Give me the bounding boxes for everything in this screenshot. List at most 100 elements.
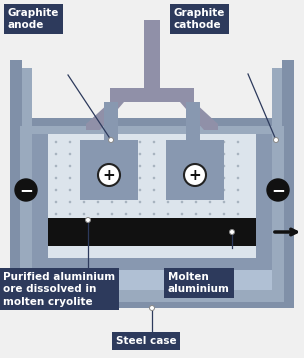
Circle shape: [139, 201, 141, 203]
Circle shape: [55, 141, 57, 143]
Circle shape: [83, 165, 85, 167]
Circle shape: [223, 201, 225, 203]
Text: Graphite
anode: Graphite anode: [8, 8, 59, 30]
Circle shape: [153, 177, 155, 179]
Text: −: −: [19, 181, 33, 199]
Circle shape: [55, 177, 57, 179]
Circle shape: [111, 141, 113, 143]
Text: +: +: [103, 168, 116, 183]
Text: +: +: [188, 168, 201, 183]
Circle shape: [167, 165, 169, 167]
Circle shape: [83, 189, 85, 191]
Bar: [10, 60, 22, 122]
Circle shape: [153, 201, 155, 203]
Circle shape: [83, 153, 85, 155]
Circle shape: [98, 164, 120, 186]
Bar: [32, 134, 48, 270]
Circle shape: [55, 153, 57, 155]
Bar: [20, 126, 284, 302]
Circle shape: [167, 189, 169, 191]
Bar: [32, 258, 272, 270]
Circle shape: [209, 213, 211, 215]
Circle shape: [223, 213, 225, 215]
Circle shape: [55, 189, 57, 191]
Circle shape: [69, 213, 71, 215]
Circle shape: [111, 153, 113, 155]
Bar: [48, 134, 256, 258]
Circle shape: [195, 153, 197, 155]
Circle shape: [223, 141, 225, 143]
Circle shape: [153, 189, 155, 191]
Circle shape: [69, 141, 71, 143]
Circle shape: [195, 141, 197, 143]
Circle shape: [223, 189, 225, 191]
Circle shape: [195, 201, 197, 203]
Circle shape: [223, 177, 225, 179]
Circle shape: [97, 177, 99, 179]
Circle shape: [15, 179, 37, 201]
Circle shape: [209, 165, 211, 167]
Circle shape: [181, 189, 183, 191]
Circle shape: [125, 165, 127, 167]
Circle shape: [181, 213, 183, 215]
Circle shape: [83, 201, 85, 203]
Bar: [80, 140, 138, 200]
Bar: [256, 134, 272, 270]
Circle shape: [237, 201, 239, 203]
Circle shape: [55, 201, 57, 203]
Circle shape: [139, 189, 141, 191]
Circle shape: [167, 141, 169, 143]
Circle shape: [69, 201, 71, 203]
Circle shape: [223, 153, 225, 155]
Circle shape: [274, 137, 278, 142]
Circle shape: [209, 189, 211, 191]
Bar: [48, 218, 256, 246]
Text: −: −: [271, 181, 285, 199]
Circle shape: [237, 153, 239, 155]
Circle shape: [97, 201, 99, 203]
Circle shape: [167, 213, 169, 215]
Circle shape: [153, 165, 155, 167]
Circle shape: [139, 213, 141, 215]
Circle shape: [125, 153, 127, 155]
Circle shape: [125, 213, 127, 215]
Circle shape: [109, 137, 113, 142]
Circle shape: [125, 201, 127, 203]
Circle shape: [181, 141, 183, 143]
Circle shape: [195, 189, 197, 191]
Circle shape: [267, 179, 289, 201]
Circle shape: [97, 213, 99, 215]
Circle shape: [55, 165, 57, 167]
Circle shape: [153, 141, 155, 143]
Circle shape: [139, 177, 141, 179]
Circle shape: [150, 305, 154, 310]
Polygon shape: [86, 88, 124, 130]
Circle shape: [83, 213, 85, 215]
Circle shape: [230, 229, 234, 234]
Text: Graphite
cathode: Graphite cathode: [174, 8, 225, 30]
Circle shape: [167, 153, 169, 155]
Circle shape: [153, 213, 155, 215]
Circle shape: [209, 201, 211, 203]
Circle shape: [111, 201, 113, 203]
Circle shape: [97, 165, 99, 167]
Circle shape: [209, 153, 211, 155]
Circle shape: [69, 189, 71, 191]
Circle shape: [97, 141, 99, 143]
Bar: [22, 68, 32, 128]
Circle shape: [237, 177, 239, 179]
Circle shape: [69, 153, 71, 155]
Circle shape: [111, 165, 113, 167]
Circle shape: [237, 141, 239, 143]
Circle shape: [181, 201, 183, 203]
Circle shape: [111, 213, 113, 215]
Circle shape: [111, 177, 113, 179]
Circle shape: [223, 165, 225, 167]
Circle shape: [237, 165, 239, 167]
Bar: [282, 60, 294, 122]
Text: Steel case: Steel case: [116, 336, 177, 346]
Circle shape: [153, 153, 155, 155]
Circle shape: [195, 213, 197, 215]
Circle shape: [184, 164, 206, 186]
Bar: [10, 118, 294, 308]
